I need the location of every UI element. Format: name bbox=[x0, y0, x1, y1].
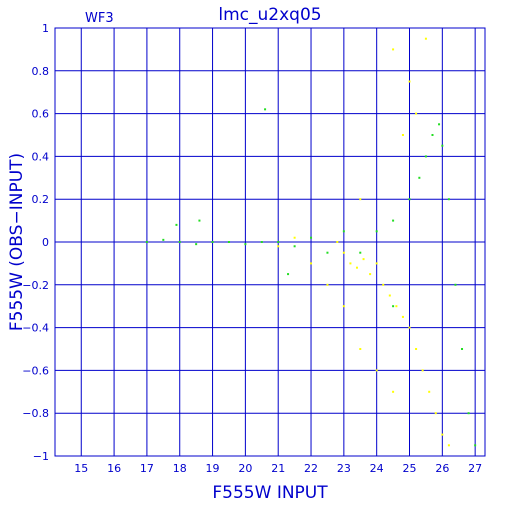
data-point bbox=[145, 241, 148, 243]
x-tick-label: 16 bbox=[107, 462, 121, 475]
y-tick-label: 0 bbox=[42, 236, 49, 249]
series-green-points bbox=[145, 108, 477, 447]
y-tick-label: −0.6 bbox=[22, 364, 49, 377]
x-tick-label: 22 bbox=[304, 462, 318, 475]
data-point bbox=[362, 258, 365, 261]
data-point bbox=[162, 238, 165, 241]
data-point bbox=[375, 230, 378, 233]
data-point bbox=[447, 198, 450, 201]
x-tick-label: 21 bbox=[271, 462, 285, 475]
data-point bbox=[310, 262, 313, 265]
x-tick-label: 24 bbox=[370, 462, 384, 475]
data-point bbox=[418, 176, 421, 179]
plot-frame bbox=[54, 27, 486, 457]
data-point bbox=[277, 241, 280, 243]
data-point bbox=[293, 245, 296, 248]
data-point bbox=[355, 266, 358, 269]
y-tick-label: 0.4 bbox=[32, 150, 50, 163]
data-point bbox=[264, 108, 267, 111]
y-tick-label: 0.8 bbox=[32, 65, 50, 78]
y-tick-label: 1 bbox=[42, 22, 49, 35]
data-point bbox=[211, 241, 214, 243]
data-point bbox=[434, 412, 437, 415]
data-point bbox=[326, 283, 329, 286]
data-point bbox=[178, 241, 181, 243]
data-point bbox=[244, 243, 247, 246]
data-point bbox=[359, 198, 362, 201]
data-point bbox=[467, 412, 470, 415]
y-tick-labels: −1 −0.8 −0.6 −0.4 −0.2 0 0.2 0.4 0.6 0.8 1 bbox=[22, 22, 49, 463]
data-point bbox=[375, 369, 378, 372]
series-yellow-points bbox=[277, 37, 450, 447]
data-point bbox=[424, 155, 427, 158]
data-point bbox=[415, 348, 418, 350]
data-point bbox=[424, 37, 427, 40]
data-point bbox=[474, 444, 477, 447]
data-point bbox=[382, 283, 385, 286]
x-tick-labels: 15 16 17 18 19 20 21 22 23 24 25 26 27 bbox=[74, 462, 482, 475]
data-point bbox=[342, 230, 345, 233]
data-point bbox=[438, 123, 441, 126]
data-point bbox=[392, 48, 395, 51]
data-point bbox=[392, 305, 395, 308]
data-point bbox=[277, 245, 280, 248]
data-point bbox=[349, 262, 352, 265]
data-point bbox=[260, 241, 263, 243]
data-point bbox=[375, 262, 378, 265]
data-point bbox=[395, 305, 398, 308]
data-point bbox=[359, 251, 362, 254]
corner-label: WF3 bbox=[85, 11, 114, 26]
data-point bbox=[392, 219, 395, 222]
x-tick-label: 26 bbox=[435, 462, 449, 475]
x-tick-label: 20 bbox=[238, 462, 252, 475]
y-tick-label: −1 bbox=[33, 450, 49, 463]
data-point bbox=[461, 348, 464, 350]
data-point bbox=[326, 251, 329, 254]
data-point bbox=[415, 112, 418, 115]
data-point bbox=[421, 369, 424, 372]
data-point bbox=[175, 223, 178, 226]
x-tick-label: 19 bbox=[206, 462, 220, 475]
data-point bbox=[447, 444, 450, 447]
y-tick-label: 0.6 bbox=[32, 108, 50, 121]
data-point bbox=[342, 305, 345, 308]
data-point bbox=[454, 283, 457, 286]
data-point bbox=[287, 273, 290, 276]
y-axis-label: F555W (OBS−INPUT) bbox=[7, 153, 27, 331]
data-point bbox=[227, 241, 230, 243]
data-point bbox=[388, 294, 391, 297]
data-point bbox=[342, 251, 345, 254]
data-point bbox=[195, 243, 198, 246]
data-point bbox=[392, 390, 395, 393]
data-point bbox=[401, 134, 404, 136]
y-tick-label: 0.2 bbox=[32, 193, 50, 206]
data-point bbox=[198, 219, 201, 222]
data-point bbox=[408, 198, 411, 201]
x-tick-label: 15 bbox=[74, 462, 88, 475]
x-tick-label: 17 bbox=[140, 462, 154, 475]
x-tick-label: 27 bbox=[468, 462, 482, 475]
data-point bbox=[359, 348, 362, 350]
x-tick-label: 25 bbox=[403, 462, 417, 475]
data-point bbox=[408, 326, 411, 329]
data-point bbox=[401, 315, 404, 318]
data-point bbox=[431, 134, 434, 136]
x-tick-label: 23 bbox=[337, 462, 351, 475]
y-tick-label: −0.2 bbox=[22, 279, 49, 292]
data-point bbox=[441, 433, 444, 436]
y-tick-label: −0.4 bbox=[22, 322, 49, 335]
x-axis-label: F555W INPUT bbox=[212, 483, 328, 503]
chart-title: lmc_u2xq05 bbox=[218, 5, 321, 25]
y-tick-label: −0.8 bbox=[22, 407, 49, 420]
data-point bbox=[293, 236, 296, 239]
data-point bbox=[408, 80, 411, 83]
data-point bbox=[336, 241, 339, 243]
data-point bbox=[441, 144, 444, 147]
data-point bbox=[369, 273, 372, 276]
data-point bbox=[310, 236, 313, 239]
data-point bbox=[428, 390, 431, 393]
x-tick-label: 18 bbox=[173, 462, 187, 475]
